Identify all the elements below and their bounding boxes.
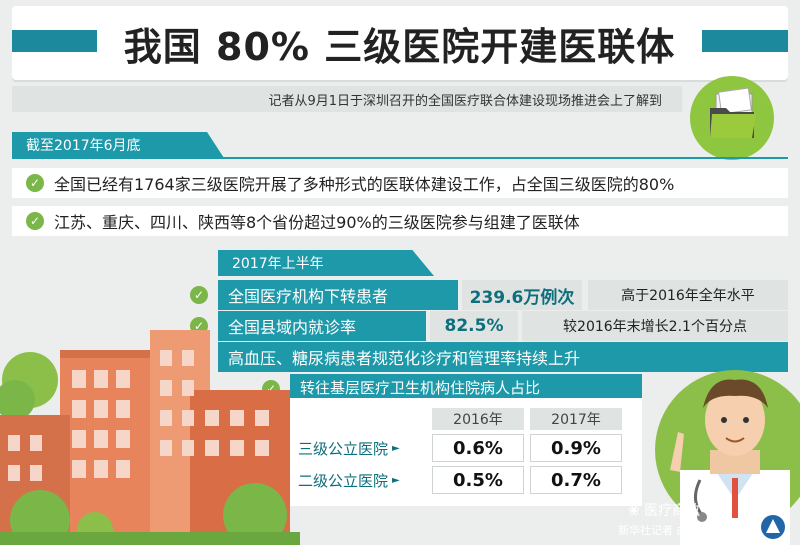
title-stripe-right xyxy=(702,30,788,52)
table-title: 转往基层医疗卫生机构住院病人占比 xyxy=(290,374,642,400)
row-label-text: 二级公立医院 xyxy=(298,471,389,490)
table-cell: 0.7% xyxy=(530,466,622,494)
column-header: 2016年 xyxy=(432,408,524,430)
check-icon: ✓ xyxy=(190,286,208,304)
statement-bar: 高血压、糖尿病患者规范化诊疗和管理率持续上升 xyxy=(218,342,788,372)
arrow-right-icon: ► xyxy=(392,442,400,454)
xinhua-logo-icon xyxy=(761,515,785,539)
item-text: 江苏、重庆、四川、陕西等8个省份超过90%的三级医院参与组建了医联体 xyxy=(54,213,580,232)
check-icon: ✓ xyxy=(26,174,44,192)
chat-icon: ❀ xyxy=(628,503,645,519)
stat-note: 较2016年末增长2.1个百分点 xyxy=(522,311,788,341)
row-label-text: 三级公立医院 xyxy=(298,439,389,458)
stat-label: 全国县域内就诊率 xyxy=(218,311,426,341)
row-label: 三级公立医院 ► xyxy=(298,434,428,462)
folder-icon xyxy=(710,87,756,138)
list-item: ✓ 江苏、重庆、四川、陕西等8个省份超过90%的三级医院参与组建了医联体 xyxy=(12,206,788,236)
item-text: 全国已经有1764家三级医院开展了多种形式的医联体建设工作，占全国三级医院的80… xyxy=(54,175,675,194)
table-cell: 0.5% xyxy=(432,466,524,494)
section-tag-date: 截至2017年6月底 xyxy=(12,132,224,158)
page-title: 我国 80% 三级医院开建医联体 xyxy=(123,24,676,69)
subtitle: 记者从9月1日于深圳召开的全国医疗联合体建设现场推进会上了解到 xyxy=(12,86,682,112)
watermark-text: 医疗商数 xyxy=(644,503,701,519)
watermark: ❀ 医疗商数 xyxy=(628,500,700,520)
doctor-illustration xyxy=(655,370,800,545)
table-cell: 0.6% xyxy=(432,434,524,462)
arrow-right-icon: ► xyxy=(392,474,400,486)
check-icon: ✓ xyxy=(26,212,44,230)
credit: 新华社记者 曲振东 编制 xyxy=(618,524,735,537)
list-item: ✓ 全国已经有1764家三级医院开展了多种形式的医联体建设工作，占全国三级医院的… xyxy=(12,168,788,198)
stat-value: 82.5% xyxy=(430,311,518,341)
title-stripe-left xyxy=(12,30,97,52)
stat-label: 全国医疗机构下转患者 xyxy=(218,280,458,310)
divider xyxy=(12,157,788,159)
table-cell: 0.9% xyxy=(530,434,622,462)
stat-note: 高于2016年全年水平 xyxy=(588,280,788,310)
section-tag-h1: 2017年上半年 xyxy=(218,250,434,276)
row-label: 二级公立医院 ► xyxy=(298,466,428,494)
title-banner xyxy=(12,6,788,80)
column-header: 2017年 xyxy=(530,408,622,430)
stat-value: 239.6万例次 xyxy=(462,280,582,310)
hospital-building-illustration xyxy=(0,330,300,545)
